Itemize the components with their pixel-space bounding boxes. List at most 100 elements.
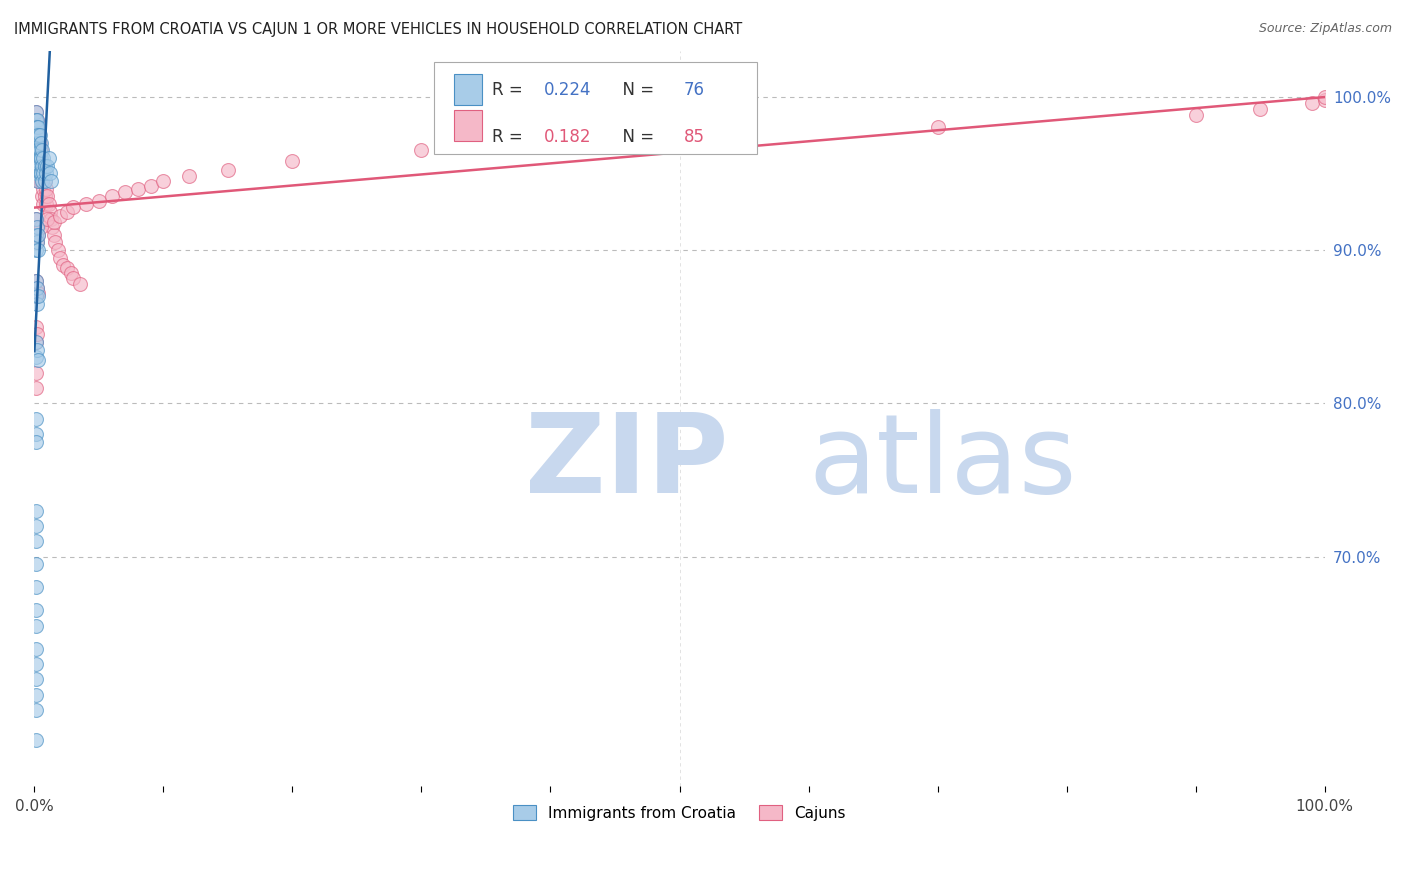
Point [25,327,48,342]
Point [27,136,49,150]
Point [24,334,46,349]
Point [27,227,49,242]
Point [38,204,60,219]
Point [62,200,84,214]
Point [30,159,52,173]
Point [24,366,46,380]
Point [101,189,124,203]
Point [1313,89,1336,103]
Point [24,618,46,632]
Point [25,128,48,142]
Point [25,281,48,295]
Point [411,144,433,158]
Point [25,112,48,127]
Point [24,558,46,572]
Text: ZIP: ZIP [524,409,728,516]
Point [25,343,48,357]
Text: R =: R = [492,81,529,99]
Point [27,289,49,303]
Point [24,703,46,717]
Point [127,181,149,195]
Point [24,534,46,549]
Point [24,120,46,135]
Point [25,112,48,127]
Point [25,151,48,165]
Point [24,426,46,441]
Point [32,166,55,180]
Point [281,154,304,169]
Point [24,411,46,425]
Point [24,166,46,180]
Point [24,688,46,702]
Point [25,235,48,250]
Point [24,151,46,165]
Point [39,212,62,227]
Point [30,166,52,180]
Point [27,353,49,368]
Point [30,144,52,158]
Point [24,672,46,686]
Point [24,319,46,334]
Point [25,159,48,173]
Text: 0.224: 0.224 [544,81,592,99]
Point [41,219,63,234]
Point [24,105,46,120]
Point [1249,102,1271,116]
FancyBboxPatch shape [454,74,482,105]
Point [24,289,46,303]
Text: 85: 85 [683,128,704,145]
Point [69,277,91,291]
Point [24,212,46,227]
Point [32,151,55,165]
Point [27,128,49,142]
Point [34,174,56,188]
Point [24,144,46,158]
Point [49,209,72,223]
Point [31,144,53,158]
Point [31,159,53,173]
Point [24,105,46,120]
Point [75,197,97,211]
Point [37,212,59,227]
Point [62,270,84,285]
Point [31,174,53,188]
Point [24,128,46,142]
Point [34,174,56,188]
Point [668,132,690,146]
Point [37,159,59,173]
Point [38,151,60,165]
Point [28,144,51,158]
Text: N =: N = [613,128,659,145]
Point [24,274,46,288]
Point [179,169,201,184]
Point [24,144,46,158]
Point [55,261,77,276]
Point [27,128,49,142]
Point [27,159,49,173]
Point [28,136,51,150]
Point [24,159,46,173]
Point [49,251,72,265]
Point [87,194,110,208]
Point [25,120,48,135]
Point [24,227,46,242]
Point [28,166,51,180]
Point [28,151,51,165]
Point [1313,93,1336,107]
Point [25,144,48,158]
Point [27,159,49,173]
Point [38,166,60,180]
Point [114,185,136,199]
Point [32,181,55,195]
Point [32,166,55,180]
Point [44,235,66,250]
Point [24,351,46,365]
Point [25,296,48,310]
Point [31,189,53,203]
Point [31,159,53,173]
Point [35,181,58,195]
Point [24,227,46,242]
Point [24,112,46,127]
Point [28,128,51,142]
Point [30,174,52,188]
